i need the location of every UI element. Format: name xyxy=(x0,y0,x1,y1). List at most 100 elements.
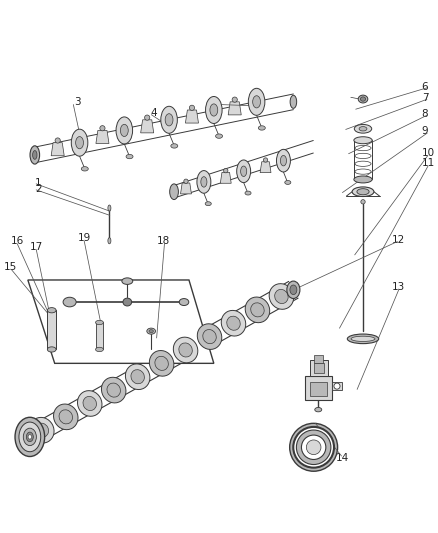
Ellipse shape xyxy=(123,298,132,306)
Ellipse shape xyxy=(221,310,246,336)
Polygon shape xyxy=(180,183,191,194)
Ellipse shape xyxy=(248,88,265,115)
Ellipse shape xyxy=(19,422,41,451)
Circle shape xyxy=(297,430,331,465)
Ellipse shape xyxy=(253,96,261,108)
Text: 3: 3 xyxy=(74,97,81,107)
Ellipse shape xyxy=(15,417,45,456)
Ellipse shape xyxy=(53,404,78,430)
Ellipse shape xyxy=(285,181,291,184)
Polygon shape xyxy=(96,131,109,143)
Text: 8: 8 xyxy=(422,109,428,119)
Text: 13: 13 xyxy=(392,282,405,292)
Ellipse shape xyxy=(126,155,133,159)
Bar xyxy=(95,322,103,350)
Ellipse shape xyxy=(95,348,103,352)
Ellipse shape xyxy=(78,391,102,416)
Ellipse shape xyxy=(28,435,32,439)
Ellipse shape xyxy=(215,134,223,138)
Ellipse shape xyxy=(240,166,247,176)
Ellipse shape xyxy=(149,329,153,333)
Ellipse shape xyxy=(276,149,290,172)
Bar xyxy=(311,382,327,395)
Ellipse shape xyxy=(131,370,145,384)
Ellipse shape xyxy=(102,377,126,403)
Ellipse shape xyxy=(149,351,174,376)
Ellipse shape xyxy=(351,336,375,342)
Polygon shape xyxy=(51,143,64,156)
Circle shape xyxy=(189,105,194,110)
Ellipse shape xyxy=(201,176,207,187)
Circle shape xyxy=(100,126,105,131)
Ellipse shape xyxy=(245,297,270,322)
Bar xyxy=(305,376,332,400)
Polygon shape xyxy=(260,161,271,173)
Ellipse shape xyxy=(116,117,133,144)
Text: 7: 7 xyxy=(422,93,428,103)
Circle shape xyxy=(145,115,150,120)
Ellipse shape xyxy=(155,356,168,370)
Ellipse shape xyxy=(47,308,56,313)
Text: 4: 4 xyxy=(150,108,157,118)
Ellipse shape xyxy=(347,334,379,344)
Bar xyxy=(47,310,56,350)
Ellipse shape xyxy=(95,320,103,325)
Polygon shape xyxy=(228,102,241,115)
Text: 15: 15 xyxy=(4,262,18,272)
Circle shape xyxy=(184,179,188,183)
Bar xyxy=(332,382,342,390)
Ellipse shape xyxy=(108,205,111,211)
Ellipse shape xyxy=(107,383,120,397)
Ellipse shape xyxy=(122,278,133,285)
Circle shape xyxy=(301,435,326,459)
Ellipse shape xyxy=(63,297,76,307)
Ellipse shape xyxy=(358,95,368,103)
Text: 19: 19 xyxy=(78,233,92,243)
Ellipse shape xyxy=(83,397,96,410)
Ellipse shape xyxy=(359,127,367,131)
Polygon shape xyxy=(141,120,154,133)
Circle shape xyxy=(306,440,321,455)
Ellipse shape xyxy=(197,171,211,193)
Ellipse shape xyxy=(108,238,111,244)
Bar xyxy=(314,363,325,373)
Circle shape xyxy=(290,423,338,471)
Ellipse shape xyxy=(30,417,54,443)
Ellipse shape xyxy=(290,285,297,295)
Ellipse shape xyxy=(47,347,56,352)
Text: 17: 17 xyxy=(30,242,43,252)
Ellipse shape xyxy=(170,184,178,199)
Ellipse shape xyxy=(30,146,39,164)
Circle shape xyxy=(232,97,237,102)
Text: 10: 10 xyxy=(422,148,435,158)
Ellipse shape xyxy=(161,106,177,133)
Ellipse shape xyxy=(237,160,251,183)
Ellipse shape xyxy=(197,324,222,350)
Ellipse shape xyxy=(120,124,128,136)
Ellipse shape xyxy=(165,114,173,126)
Text: 11: 11 xyxy=(422,158,435,168)
Bar xyxy=(314,355,324,362)
Ellipse shape xyxy=(354,124,372,133)
Ellipse shape xyxy=(210,104,218,116)
Text: 16: 16 xyxy=(11,236,24,246)
Ellipse shape xyxy=(171,144,178,148)
Ellipse shape xyxy=(251,303,264,317)
Ellipse shape xyxy=(227,316,240,330)
Ellipse shape xyxy=(269,284,293,309)
Text: 2: 2 xyxy=(35,184,41,194)
Circle shape xyxy=(293,427,334,467)
Ellipse shape xyxy=(23,428,36,446)
Ellipse shape xyxy=(179,298,189,305)
Ellipse shape xyxy=(275,289,288,303)
Ellipse shape xyxy=(352,187,374,197)
Text: 12: 12 xyxy=(392,236,405,245)
Circle shape xyxy=(334,383,340,389)
Ellipse shape xyxy=(147,328,155,334)
Ellipse shape xyxy=(35,423,49,437)
Ellipse shape xyxy=(315,407,322,412)
Bar xyxy=(311,360,328,376)
Text: 14: 14 xyxy=(336,453,349,463)
Text: 9: 9 xyxy=(422,126,428,136)
Polygon shape xyxy=(28,280,214,364)
